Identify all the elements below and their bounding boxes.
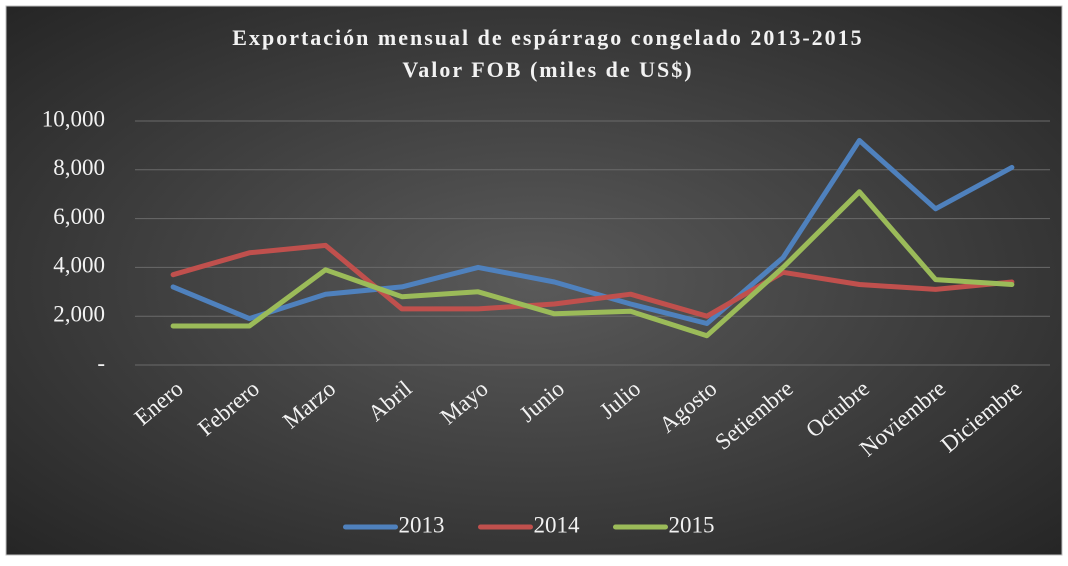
y-tick-label: - xyxy=(97,350,105,375)
y-tick-label: 10,000 xyxy=(42,106,105,131)
y-tick-label: 6,000 xyxy=(53,204,105,229)
legend-label: 2015 xyxy=(669,512,715,537)
chart-subtitle: Valor FOB (miles de US$) xyxy=(402,57,693,82)
legend-label: 2013 xyxy=(399,512,445,537)
series-line xyxy=(170,242,1015,319)
y-tick-label: 8,000 xyxy=(53,155,105,180)
y-tick-label: 4,000 xyxy=(53,253,105,278)
chart-title: Exportación mensual de espárrago congela… xyxy=(232,25,863,50)
series-line xyxy=(170,189,1015,339)
y-tick-label: 2,000 xyxy=(53,301,105,326)
series-line xyxy=(170,138,1015,326)
legend-label: 2014 xyxy=(534,512,581,537)
